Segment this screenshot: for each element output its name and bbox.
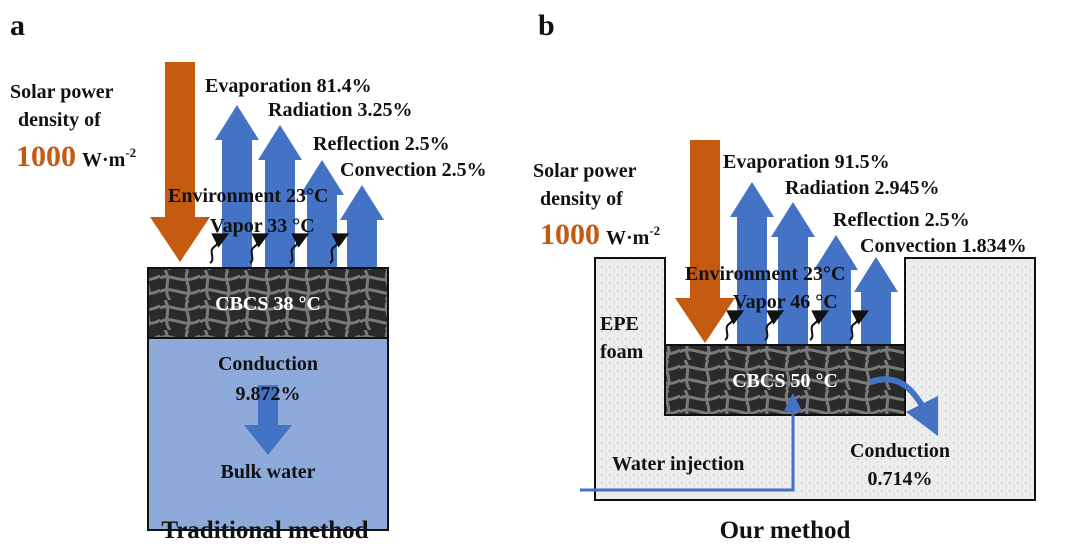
unit: W·m [606,227,650,249]
output: Convection 2.5% [340,159,487,181]
output: Evaporation 91.5% [723,151,890,173]
panel-a: a Solar power density of 1000 W·m-2 Evapo… [10,9,487,544]
conduction: Conduction [850,440,950,462]
output: Radiation 3.25% [268,99,412,121]
caption: Traditional method [161,517,368,544]
environment: Environment 23°C [685,263,845,285]
solar-number: 1000 [16,140,76,173]
vapor: Vapor 33 °C [210,215,315,237]
output: Reflection 2.5% [313,133,450,155]
vapor: Vapor 46 °C [733,291,838,313]
output: Radiation 2.945% [785,177,939,199]
vapor-wisp [725,314,737,340]
solar-text: Solar power [533,160,637,182]
absorber-label: CBCS 50 °C [732,370,838,392]
solar-value: 1000 W·m-2 [16,140,136,173]
solar-arrow [150,62,210,262]
caption: Our method [720,517,851,544]
environment: Environment 23°C [168,185,328,207]
figure: a Solar power density of 1000W·m-2 Evapo… [0,0,1066,547]
conduction: 0.714% [868,468,933,490]
output: Convection 1.834% [860,235,1027,257]
solar-number: 1000 [540,218,600,251]
vapor-wisp [850,314,862,340]
foam-label: EPE [600,313,639,335]
output: Evaporation 81.4% [205,75,372,97]
panel-b: b Solar power density of 1000 W·m-2 Evapo… [533,9,1035,544]
solar-value: 1000 W·m-2 [540,218,660,251]
output-arrow [340,185,384,268]
solar-text: density of [540,188,623,210]
output: Reflection 2.5% [833,209,970,231]
conduction: 9.872% [236,383,301,405]
vapor-wisp [810,314,822,340]
solar-text: Solar power [10,81,114,103]
panel-label: a [10,9,25,42]
unit-exponent: -2 [649,223,660,238]
output-arrow [854,257,898,345]
foam-label: foam [600,341,644,363]
solar-text: density of [18,109,101,131]
water-label: Water injection [612,453,744,475]
panel-label: b [538,9,555,42]
absorber-label: CBCS 38 °C [215,293,321,315]
conduction: Conduction [218,353,318,375]
unit-exponent: -2 [125,145,136,160]
bulk-label: Bulk water [221,461,316,483]
unit: W·m [82,149,126,171]
vapor-wisp [210,237,222,263]
output-arrow [300,160,344,268]
